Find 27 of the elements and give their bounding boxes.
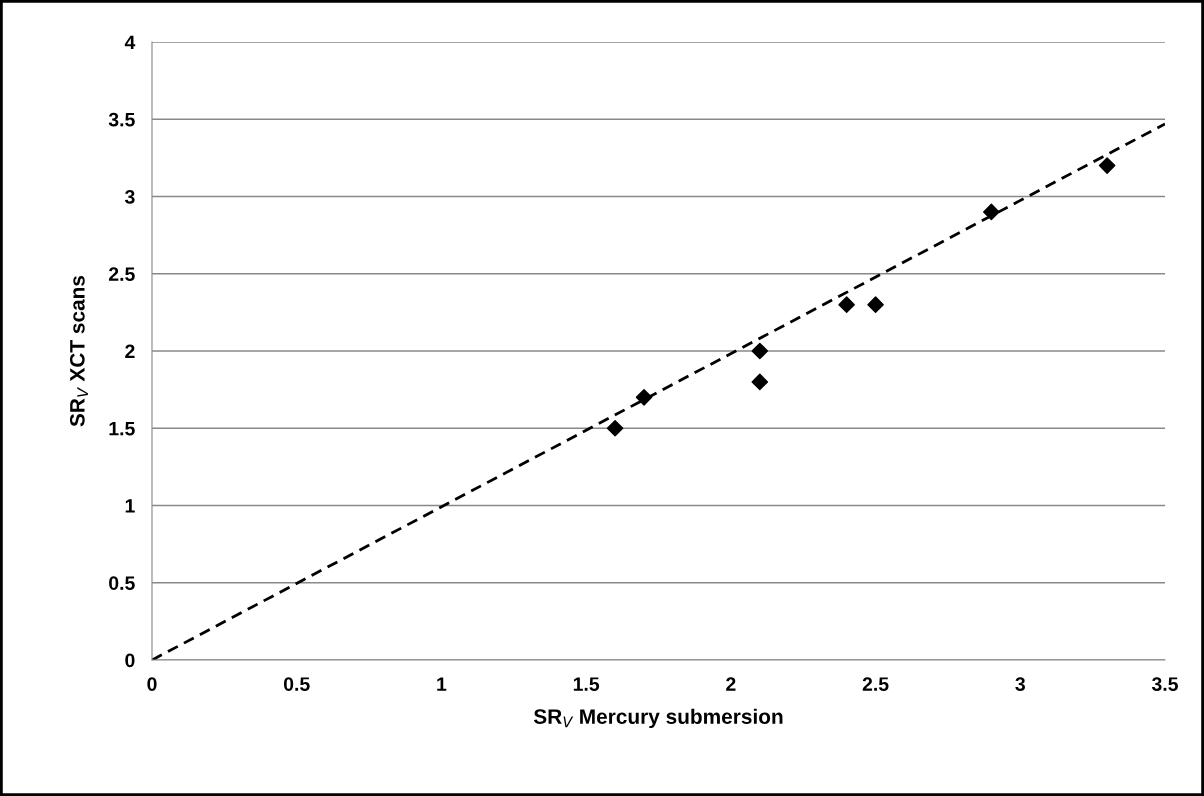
point [838, 296, 855, 313]
y-tick-label: 0 [125, 653, 135, 668]
point [867, 296, 884, 313]
x-tick-label: 3.5 [1151, 677, 1178, 691]
x-tick-label: 0.5 [283, 677, 310, 691]
point [1098, 157, 1116, 174]
point [751, 373, 769, 391]
y-tick-label: 0.5 [109, 576, 135, 590]
y-tick-label: 2 [125, 344, 135, 359]
x-tick-label: 3 [1015, 677, 1025, 691]
x-tick-label: 1 [437, 677, 447, 691]
y-axis-title: SR$_{V}$ XCT scans [69, 275, 88, 427]
y-tick-label: 3.5 [108, 112, 135, 127]
x-tick-label: 2 [726, 677, 736, 691]
x-tick-label: 0 [147, 677, 157, 691]
x-axis-title: SR$_{V}$ Mercury submersion [533, 708, 783, 729]
x-tick-label: 1.5 [573, 677, 600, 691]
y-tick-label: 3 [124, 189, 135, 204]
y-tick-label: 2.5 [108, 267, 135, 281]
point [983, 203, 1000, 221]
x-tick-label: 2.5 [862, 677, 889, 691]
point [635, 389, 653, 406]
y-tick-label: 1 [125, 499, 135, 513]
point [606, 419, 624, 437]
y-tick-label: 4 [124, 35, 136, 50]
point [751, 342, 769, 360]
y-tick-label: 1.5 [109, 421, 135, 436]
